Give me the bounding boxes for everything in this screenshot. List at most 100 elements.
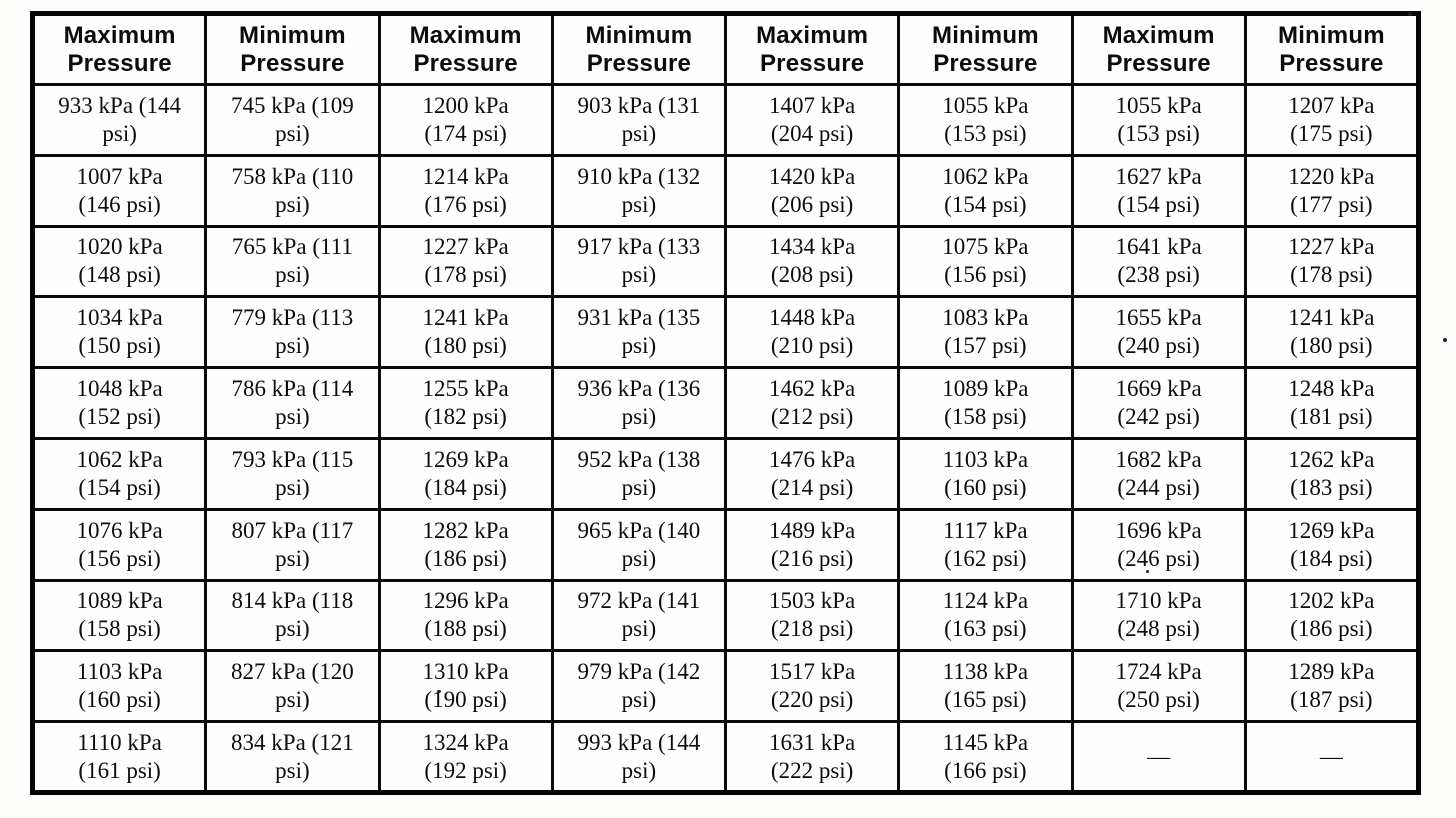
pressure-cell: 993 kPa (144 psi): [550, 720, 728, 794]
pressure-cell: 1631 kPa (222 psi): [723, 720, 901, 794]
pressure-cell: 1324 kPa (192 psi): [377, 720, 554, 794]
column-header-5: Minimum Pressure: [897, 12, 1074, 86]
column-header-0: Maximum Pressure: [30, 12, 208, 86]
pressure-cell: 952 kPa (138 psi): [550, 436, 728, 511]
pressure-cell: 1262 kPa (183 psi): [1243, 436, 1421, 511]
pressure-cell: 979 kPa (142 psi): [550, 649, 728, 724]
column-header-1: Minimum Pressure: [204, 12, 381, 86]
pressure-cell: 1407 kPa (204 psi): [723, 83, 901, 157]
pressure-cell: 1145 kPa (166 psi): [897, 720, 1074, 794]
pressure-specification-table: Maximum Pressure Minimum Pressure Maximum …: [30, 11, 1421, 795]
pressure-cell: 910 kPa (132 psi): [550, 153, 728, 228]
pressure-cell: 1202 kPa (186 psi): [1243, 578, 1421, 653]
table-row: 1020 kPa (148 psi) 765 kPa (111 psi) 1227 …: [30, 224, 1421, 299]
scan-artifact-dot: [1408, 12, 1412, 16]
pressure-cell: 1462 kPa (212 psi): [723, 366, 901, 440]
pressure-cell: 1207 kPa (175 psi): [1243, 83, 1421, 157]
pressure-cell: 786 kPa (114 psi): [204, 366, 381, 440]
pressure-cell: 1517 kPa (220 psi): [723, 649, 901, 724]
table-row: 1007 kPa (146 psi) 758 kPa (110 psi) 1214 …: [30, 153, 1421, 228]
table-body: 933 kPa (144 psi) 745 kPa (109 psi) 1200 k…: [30, 83, 1421, 794]
pressure-cell: 745 kPa (109 psi): [204, 83, 381, 157]
pressure-cell: 917 kPa (133 psi): [550, 224, 728, 299]
pressure-cell: 1227 kPa (178 psi): [1243, 224, 1421, 299]
table-row: 933 kPa (144 psi) 745 kPa (109 psi) 1200 k…: [30, 83, 1421, 157]
pressure-cell: 1034 kPa (150 psi): [30, 295, 208, 370]
table-row: 1062 kPa (154 psi) 793 kPa (115 psi) 1269 …: [30, 436, 1421, 511]
pressure-cell: 1434 kPa (208 psi): [723, 224, 901, 299]
pressure-cell: 1220 kPa (177 psi): [1243, 153, 1421, 228]
scan-artifact-dot: [437, 690, 441, 693]
pressure-cell: 1448 kPa (210 psi): [723, 295, 901, 370]
pressure-cell: 779 kPa (113 psi): [204, 295, 381, 370]
pressure-cell: 1489 kPa (216 psi): [723, 507, 901, 582]
pressure-cell: 1476 kPa (214 psi): [723, 436, 901, 511]
pressure-cell: 1138 kPa (165 psi): [897, 649, 1074, 724]
pressure-cell: 1696 kPa (246 psi): [1070, 507, 1247, 582]
pressure-cell: 1310 kPa (190 psi): [377, 649, 554, 724]
pressure-cell: 931 kPa (135 psi): [550, 295, 728, 370]
pressure-cell: 1103 kPa (160 psi): [30, 649, 208, 724]
pressure-cell: 1062 kPa (154 psi): [30, 436, 208, 511]
pressure-cell: 1724 kPa (250 psi): [1070, 649, 1247, 724]
pressure-cell: 1669 kPa (242 psi): [1070, 366, 1247, 440]
pressure-cell: 1048 kPa (152 psi): [30, 366, 208, 440]
column-header-3: Minimum Pressure: [550, 12, 728, 86]
column-header-6: Maximum Pressure: [1070, 12, 1247, 86]
pressure-cell: —: [1070, 720, 1247, 794]
pressure-cell: 1055 kPa (153 psi): [897, 83, 1074, 157]
pressure-cell: 827 kPa (120 psi): [204, 649, 381, 724]
pressure-cell: 1076 kPa (156 psi): [30, 507, 208, 582]
pressure-cell: 1214 kPa (176 psi): [377, 153, 554, 228]
pressure-cell: 1296 kPa (188 psi): [377, 578, 554, 653]
table-row: 1103 kPa (160 psi) 827 kPa (120 psi) 1310 …: [30, 649, 1421, 724]
pressure-cell: 1200 kPa (174 psi): [377, 83, 554, 157]
table-row: 1034 kPa (150 psi) 779 kPa (113 psi) 1241 …: [30, 295, 1421, 370]
pressure-cell: 1020 kPa (148 psi): [30, 224, 208, 299]
pressure-cell: 1682 kPa (244 psi): [1070, 436, 1247, 511]
pressure-cell: 1117 kPa (162 psi): [897, 507, 1074, 582]
pressure-cell: —: [1243, 720, 1421, 794]
pressure-cell: 1124 kPa (163 psi): [897, 578, 1074, 653]
header-row: Maximum Pressure Minimum Pressure Maximum …: [30, 12, 1421, 86]
column-header-4: Maximum Pressure: [723, 12, 901, 86]
pressure-cell: 1110 kPa (161 psi): [30, 720, 208, 794]
pressure-cell: 814 kPa (118 psi): [204, 578, 381, 653]
pressure-cell: 1627 kPa (154 psi): [1070, 153, 1247, 228]
pressure-cell: 758 kPa (110 psi): [204, 153, 381, 228]
scan-artifact-dot: [1443, 338, 1447, 342]
pressure-cell: 1062 kPa (154 psi): [897, 153, 1074, 228]
pressure-cell: 793 kPa (115 psi): [204, 436, 381, 511]
table-row: 1089 kPa (158 psi) 814 kPa (118 psi) 1296 …: [30, 578, 1421, 653]
pressure-cell: 1089 kPa (158 psi): [897, 366, 1074, 440]
pressure-cell: 1241 kPa (180 psi): [1243, 295, 1421, 370]
table-row: 1076 kPa (156 psi) 807 kPa (117 psi) 1282 …: [30, 507, 1421, 582]
pressure-cell: 1269 kPa (184 psi): [1243, 507, 1421, 582]
table-row: 1110 kPa (161 psi) 834 kPa (121 psi) 1324 …: [30, 720, 1421, 794]
pressure-cell: 903 kPa (131 psi): [550, 83, 728, 157]
pressure-cell: 834 kPa (121 psi): [204, 720, 381, 794]
pressure-cell: 1248 kPa (181 psi): [1243, 366, 1421, 440]
pressure-cell: 1055 kPa (153 psi): [1070, 83, 1247, 157]
pressure-cell: 807 kPa (117 psi): [204, 507, 381, 582]
pressure-cell: 1269 kPa (184 psi): [377, 436, 554, 511]
pressure-cell: 1103 kPa (160 psi): [897, 436, 1074, 511]
pressure-cell: 1289 kPa (187 psi): [1243, 649, 1421, 724]
pressure-cell: 933 kPa (144 psi): [30, 83, 208, 157]
pressure-cell: 1255 kPa (182 psi): [377, 366, 554, 440]
pressure-cell: 1655 kPa (240 psi): [1070, 295, 1247, 370]
pressure-cell: 1503 kPa (218 psi): [723, 578, 901, 653]
pressure-cell: 1282 kPa (186 psi): [377, 507, 554, 582]
pressure-cell: 1075 kPa (156 psi): [897, 224, 1074, 299]
pressure-cell: 1007 kPa (146 psi): [30, 153, 208, 228]
pressure-cell: 1227 kPa (178 psi): [377, 224, 554, 299]
pressure-cell: 1710 kPa (248 psi): [1070, 578, 1247, 653]
column-header-2: Maximum Pressure: [377, 12, 554, 86]
pressure-cell: 1641 kPa (238 psi): [1070, 224, 1247, 299]
pressure-cell: 1083 kPa (157 psi): [897, 295, 1074, 370]
pressure-cell: 972 kPa (141 psi): [550, 578, 728, 653]
pressure-cell: 1241 kPa (180 psi): [377, 295, 554, 370]
scan-artifact-dot: [1146, 570, 1149, 573]
pressure-cell: 936 kPa (136 psi): [550, 366, 728, 440]
